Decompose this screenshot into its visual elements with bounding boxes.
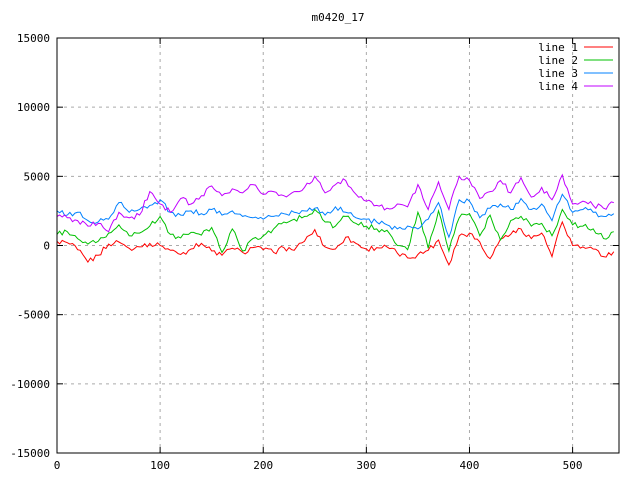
y-tick-label: -10000 — [10, 378, 50, 391]
x-tick-label: 100 — [150, 459, 170, 472]
x-tick-label: 300 — [356, 459, 376, 472]
legend-item-line-3: line 3 — [538, 67, 613, 80]
x-tick-label: 500 — [563, 459, 583, 472]
legend-label: line 2 — [538, 54, 578, 67]
y-tick-label: 10000 — [17, 101, 50, 114]
y-tick-label: -15000 — [10, 447, 50, 460]
y-tick-label: -5000 — [17, 309, 50, 322]
x-tick-label: 200 — [253, 459, 273, 472]
x-tick-label: 0 — [54, 459, 61, 472]
y-tick-label: 5000 — [24, 170, 51, 183]
series-layer — [56, 173, 615, 267]
legend-label: line 3 — [538, 67, 578, 80]
series-line-3 — [56, 193, 615, 239]
legend-item-line-2: line 2 — [538, 54, 613, 67]
y-tick-label: 0 — [43, 240, 50, 253]
x-tick-label: 400 — [460, 459, 480, 472]
series-line-4 — [56, 173, 614, 233]
legend-item-line-4: line 4 — [538, 80, 613, 93]
legend-label: line 1 — [538, 41, 578, 54]
series-line-1 — [56, 220, 615, 267]
legend-item-line-1: line 1 — [538, 41, 613, 54]
axis-layer: 0 100 200 300 400 500 -15000 -10000 -5000 0 5000 10… — [10, 32, 620, 472]
chart-title: m0420_17 — [312, 11, 365, 24]
series-line-2 — [56, 208, 614, 254]
y-tick-label: 15000 — [17, 32, 50, 45]
grid-layer — [57, 38, 619, 453]
legend-label: line 4 — [538, 80, 578, 93]
